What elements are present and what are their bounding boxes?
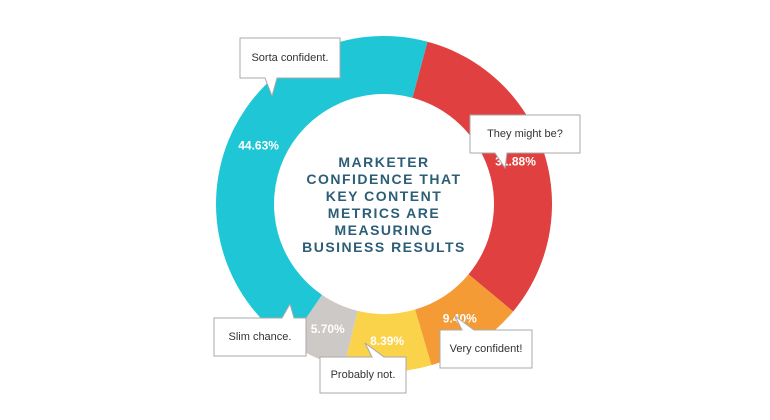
value-label: 5.70% bbox=[311, 322, 345, 336]
callout-box bbox=[319, 342, 407, 394]
chart-title: MARKETER CONFIDENCE THAT KEY CONTENT MET… bbox=[302, 154, 466, 255]
callout-box bbox=[213, 302, 307, 357]
callout-box bbox=[239, 37, 341, 98]
callout-box bbox=[469, 114, 581, 170]
callout-box bbox=[439, 315, 533, 369]
callout-label: They might be? bbox=[487, 128, 563, 140]
donut-segment bbox=[412, 41, 552, 312]
value-label: 9.40% bbox=[443, 311, 477, 325]
callout-label: Sorta confident. bbox=[251, 52, 328, 64]
donut-segment bbox=[215, 35, 428, 343]
value-label: 8.39% bbox=[370, 334, 404, 348]
value-label: 44.63% bbox=[238, 139, 279, 153]
callout-label: Very confident! bbox=[450, 343, 523, 355]
callout-label: Slim chance. bbox=[229, 331, 292, 343]
callout-label: Probably not. bbox=[331, 369, 396, 381]
donut-segment bbox=[343, 309, 432, 372]
